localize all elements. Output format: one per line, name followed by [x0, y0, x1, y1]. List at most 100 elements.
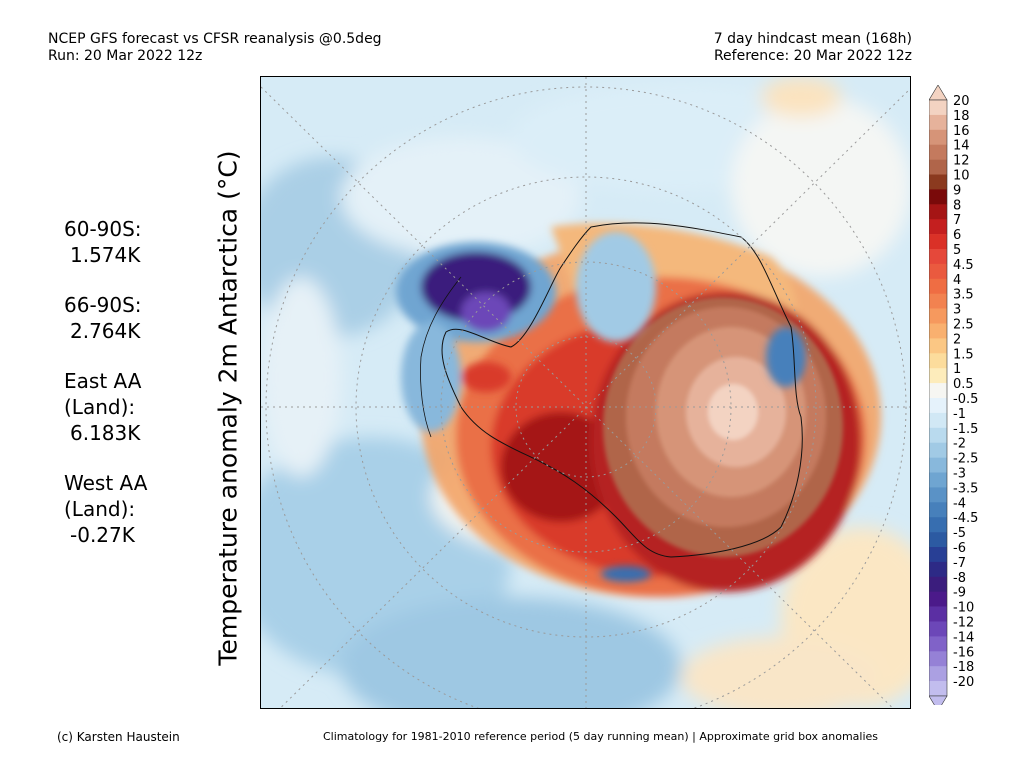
y-axis-label: Temperature anomaly 2m Antarctica (°C) — [213, 150, 243, 666]
reference-label: Reference: 20 Mar 2022 12z — [713, 48, 912, 64]
colorbar-swatch — [929, 561, 947, 578]
colorbar-label: -8 — [953, 571, 966, 586]
colorbar-swatch — [929, 338, 947, 354]
colorbar-swatch — [929, 681, 947, 697]
stat-value: 1.574K — [70, 243, 141, 267]
colorbar-label: -3 — [953, 467, 966, 482]
title-line-1: NCEP GFS forecast vs CFSR reanalysis @0.… — [48, 31, 382, 47]
colorbar-label: 2 — [953, 332, 961, 347]
colorbar-label: -16 — [953, 645, 974, 660]
stat-east-aa: East AA (Land): 6.183K — [64, 368, 147, 446]
stat-label: 66-90S: — [64, 293, 142, 317]
colorbar-swatch — [929, 666, 947, 682]
colorbar-label: -3.5 — [953, 481, 978, 496]
colorbar-swatch — [929, 234, 947, 250]
colorbar-swatch — [929, 293, 947, 309]
colorbar-swatch — [929, 263, 947, 280]
colorbar-swatch — [929, 383, 947, 399]
stat-60-90s: 60-90S: 1.574K — [64, 216, 147, 268]
colorbar-swatch — [929, 249, 947, 265]
colorbar-label: -1 — [953, 407, 966, 422]
colorbar-label: 5 — [953, 243, 961, 258]
colorbar-swatch — [929, 636, 947, 652]
colorbar-label: -4 — [953, 496, 966, 511]
colorbar-swatch — [929, 591, 947, 607]
stat-label: West AA (Land): — [64, 471, 148, 521]
colorbar-swatch — [929, 159, 947, 175]
colorbar-label: 4.5 — [953, 258, 974, 273]
colorbar-label: -2 — [953, 437, 966, 452]
colorbar-swatch — [929, 114, 947, 131]
anomaly-map — [260, 76, 911, 709]
colorbar-label: -9 — [953, 586, 966, 601]
colorbar-swatch — [929, 427, 947, 443]
stats-panel: 60-90S: 1.574K 66-90S: 2.764K East AA (L… — [64, 216, 147, 572]
footer-climatology-note: Climatology for 1981-2010 reference peri… — [323, 730, 879, 743]
stat-66-90s: 66-90S: 2.764K — [64, 292, 147, 344]
stat-label: East AA (Land): — [64, 369, 142, 419]
colorbar-label: -18 — [953, 660, 974, 675]
colorbar-swatch — [929, 144, 947, 160]
colorbar-swatch — [929, 502, 947, 518]
colorbar-label: -5 — [953, 526, 966, 541]
colorbar-label: -12 — [953, 616, 974, 631]
colorbar-label: 20 — [953, 94, 970, 109]
colorbar-label: 8 — [953, 198, 961, 213]
colorbar-label: 14 — [953, 139, 970, 154]
colorbar-label: -1.5 — [953, 422, 978, 437]
colorbar-label: 1.5 — [953, 347, 974, 362]
colorbar-label: -10 — [953, 601, 974, 616]
colorbar-label: 9 — [953, 183, 961, 198]
colorbar: 201816141210987654.543.532.521.510.5-0.5… — [929, 85, 978, 705]
colorbar-swatch — [929, 174, 947, 190]
colorbar-swatch — [929, 606, 947, 622]
colorbar-label: 10 — [953, 169, 970, 184]
colorbar-label: 12 — [953, 154, 970, 169]
colorbar-swatch — [929, 412, 947, 429]
colorbar-swatch — [929, 487, 947, 503]
colorbar-label: -20 — [953, 675, 974, 690]
colorbar-swatch — [929, 189, 947, 205]
colorbar-swatch — [929, 353, 947, 369]
hindcast-label: 7 day hindcast mean (168h) — [713, 31, 912, 47]
colorbar-label: -4.5 — [953, 511, 978, 526]
colorbar-swatch — [929, 398, 947, 414]
colorbar-label: -0.5 — [953, 392, 978, 407]
map-canvas — [261, 77, 910, 708]
colorbar-swatch — [929, 442, 947, 458]
stat-value: 2.764K — [70, 319, 141, 343]
colorbar-label: -7 — [953, 556, 966, 571]
colorbar-swatch — [929, 621, 947, 637]
colorbar-swatch — [929, 547, 947, 563]
header-right: 7 day hindcast mean (168h) Reference: 20… — [714, 31, 912, 65]
stat-label: 60-90S: — [64, 217, 142, 241]
colorbar-swatch — [929, 472, 947, 488]
stat-value: -0.27K — [70, 523, 135, 547]
title-line-2: Run: 20 Mar 2022 12z — [48, 48, 203, 64]
colorbar-swatch — [929, 129, 947, 145]
stat-west-aa: West AA (Land): -0.27K — [64, 470, 147, 548]
colorbar-label: 1 — [953, 362, 961, 377]
colorbar-swatch — [929, 100, 947, 116]
colorbar-label: 3.5 — [953, 288, 974, 303]
colorbar-label: 7 — [953, 213, 961, 228]
colorbar-top-arrow — [929, 85, 948, 101]
colorbar-label: -2.5 — [953, 452, 978, 467]
colorbar-label: 6 — [953, 228, 961, 243]
colorbar-swatch — [929, 323, 947, 339]
colorbar-swatch — [929, 532, 947, 548]
colorbar-swatch — [929, 278, 947, 294]
colorbar-label: 2.5 — [953, 318, 974, 333]
colorbar-swatch — [929, 308, 947, 324]
footer-credit: (c) Karsten Haustein — [57, 730, 180, 744]
colorbar-swatch — [929, 219, 947, 235]
colorbar-swatch — [929, 576, 947, 592]
colorbar-label: 0.5 — [953, 377, 974, 392]
colorbar-label: 4 — [953, 273, 961, 288]
colorbar-label: 16 — [953, 124, 970, 139]
stat-value: 6.183K — [70, 421, 141, 445]
colorbar-label: 18 — [953, 109, 970, 124]
colorbar-swatch — [929, 651, 947, 667]
colorbar-bottom-arrow — [929, 695, 948, 705]
colorbar-swatch — [929, 368, 947, 384]
